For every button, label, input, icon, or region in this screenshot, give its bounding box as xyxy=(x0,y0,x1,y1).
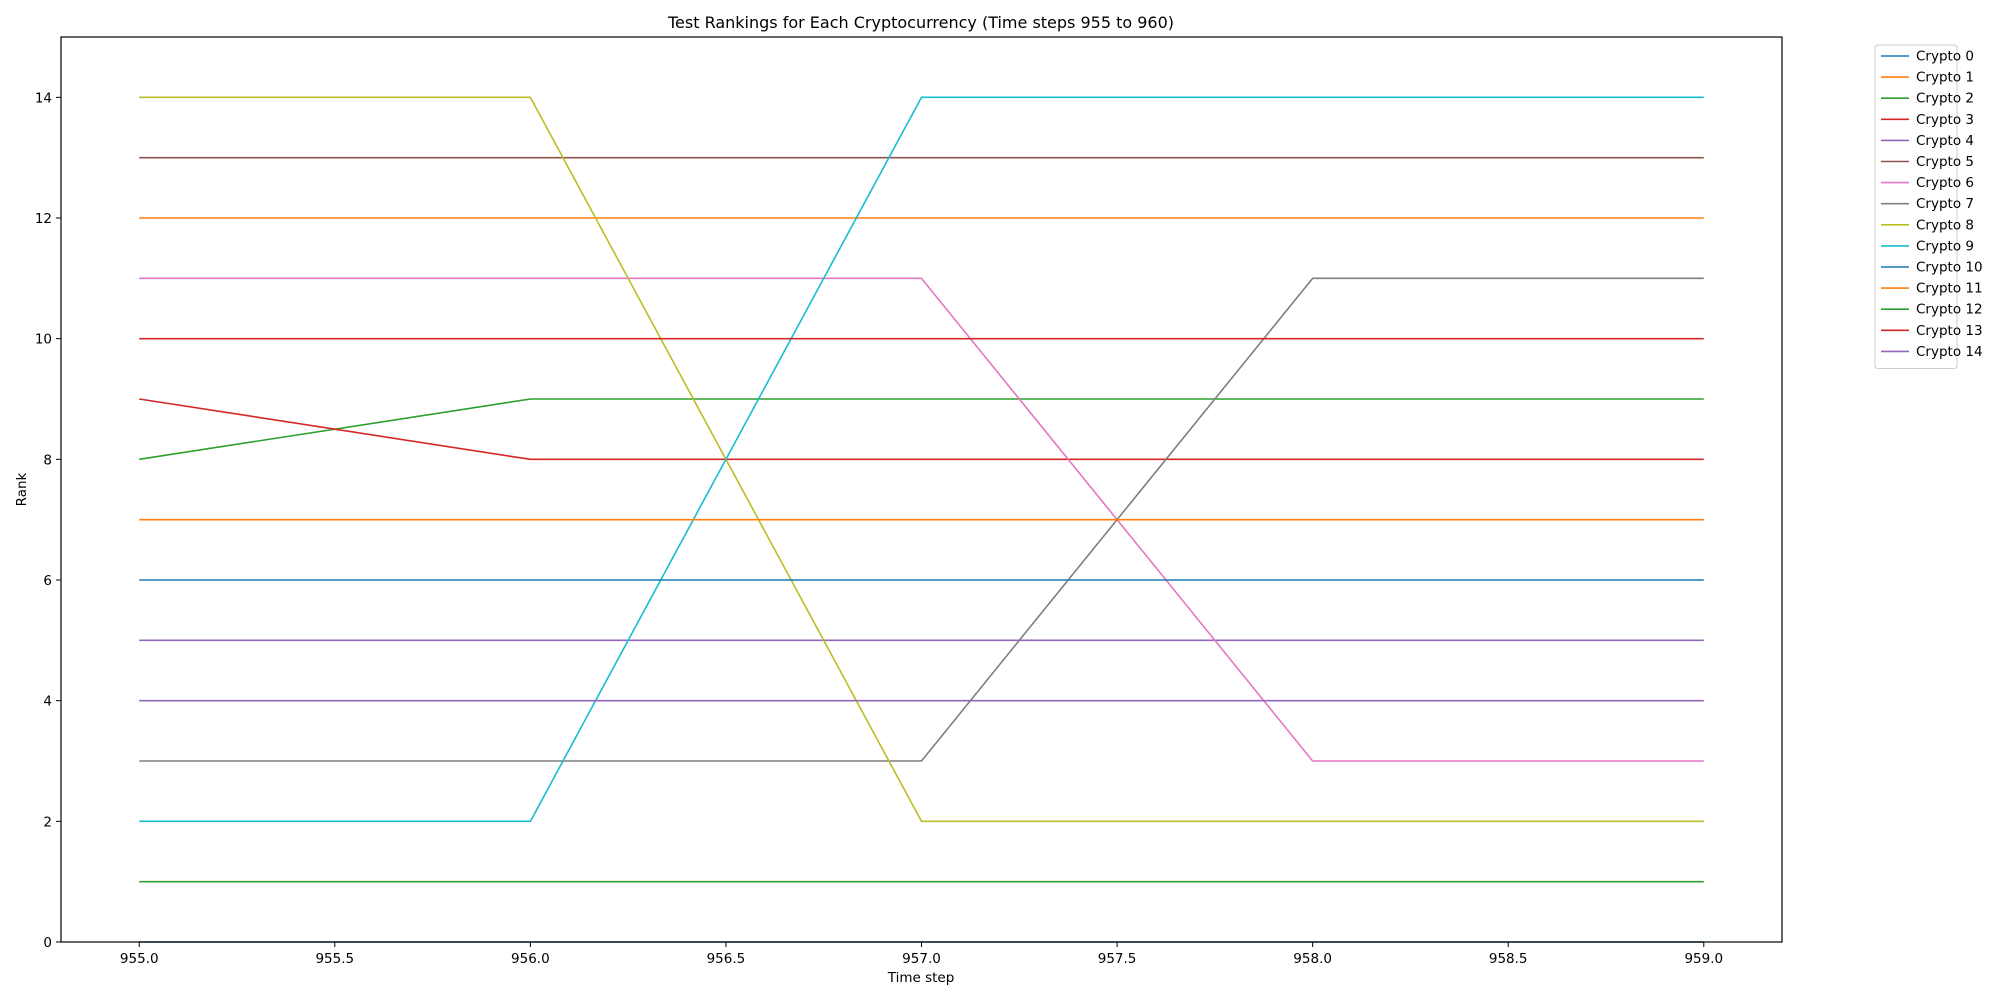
x-tick-label: 956.5 xyxy=(707,951,746,967)
x-tick-label: 959.0 xyxy=(1684,951,1723,967)
y-tick-label: 12 xyxy=(35,211,52,227)
y-tick-label: 10 xyxy=(35,332,52,348)
legend-label-crypto-2: Crypto 2 xyxy=(1916,91,1974,107)
x-tick-label: 955.5 xyxy=(315,951,354,967)
legend-label-crypto-5: Crypto 5 xyxy=(1916,154,1974,170)
legend-label-crypto-11: Crypto 11 xyxy=(1916,281,1983,297)
legend-label-crypto-6: Crypto 6 xyxy=(1916,175,1974,191)
legend-label-crypto-0: Crypto 0 xyxy=(1916,49,1974,65)
legend-label-crypto-3: Crypto 3 xyxy=(1916,112,1974,128)
x-axis-label: Time step xyxy=(887,970,955,986)
legend: Crypto 0 Crypto 1 Crypto 2 Crypto 3 Crypto 4… xyxy=(1874,44,1983,369)
series-line-crypto-2 xyxy=(139,398,1704,461)
legend-label-crypto-9: Crypto 9 xyxy=(1916,238,1974,254)
x-tick-label: 958.0 xyxy=(1293,951,1332,967)
legend-label-crypto-14: Crypto 14 xyxy=(1916,344,1983,360)
legend-label-crypto-13: Crypto 13 xyxy=(1916,323,1983,339)
y-tick-label: 6 xyxy=(43,573,52,589)
x-tick-label: 958.5 xyxy=(1489,951,1528,967)
x-tick-label: 955.0 xyxy=(120,951,159,967)
y-axis-label: Rank xyxy=(14,472,30,506)
y-tick-label: 14 xyxy=(35,90,52,106)
x-tick-label: 956.0 xyxy=(511,951,550,967)
legend-label-crypto-7: Crypto 7 xyxy=(1916,196,1974,212)
y-tick-label: 0 xyxy=(43,935,52,951)
series-line-crypto-8 xyxy=(139,96,1704,823)
x-tick-label: 957.0 xyxy=(902,951,941,967)
series-line-crypto-7 xyxy=(139,277,1704,762)
series-line-crypto-3 xyxy=(139,398,1704,461)
legend-label-crypto-12: Crypto 12 xyxy=(1916,302,1983,318)
y-tick-label: 2 xyxy=(43,814,52,830)
legend-label-crypto-10: Crypto 10 xyxy=(1916,260,1983,276)
series-line-crypto-9 xyxy=(139,96,1704,823)
y-axis: 0 2 4 6 8 10 12 14 xyxy=(35,90,61,951)
legend-label-crypto-1: Crypto 1 xyxy=(1916,70,1974,86)
legend-label-crypto-8: Crypto 8 xyxy=(1916,217,1974,233)
y-tick-label: 8 xyxy=(43,452,52,468)
y-tick-label: 4 xyxy=(43,694,52,710)
series-layer xyxy=(139,96,1704,943)
chart-title: Test Rankings for Each Cryptocurrency (T… xyxy=(667,13,1174,32)
series-line-crypto-6 xyxy=(139,277,1704,762)
legend-label-crypto-4: Crypto 4 xyxy=(1916,133,1974,149)
x-axis: 955.0 955.5 956.0 956.5 957.0 957.5 958.0 958.5… xyxy=(120,942,1723,967)
x-tick-label: 957.5 xyxy=(1098,951,1137,967)
